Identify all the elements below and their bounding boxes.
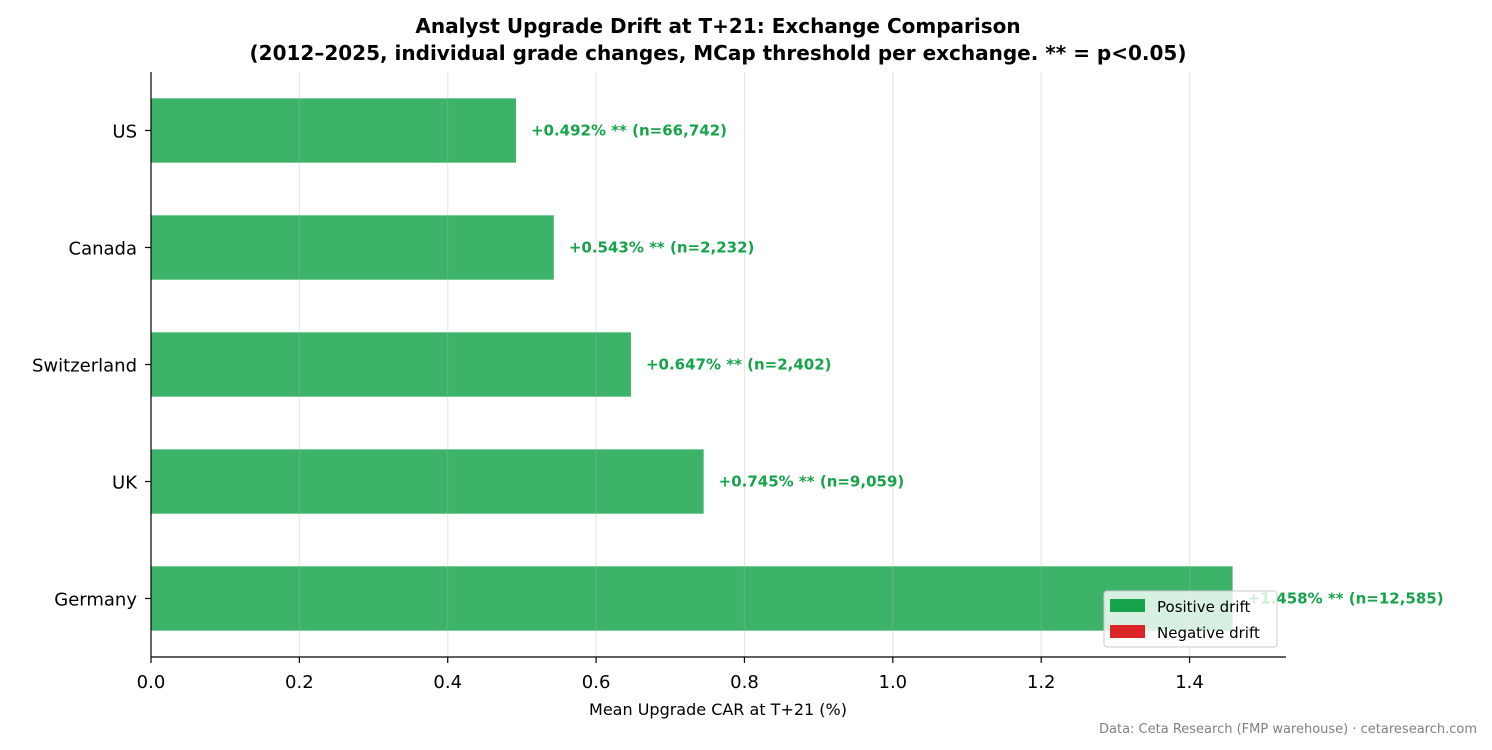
legend-label-negative: Negative drift xyxy=(1157,624,1260,642)
x-tick-label: 0.0 xyxy=(137,672,166,693)
x-axis-label: Mean Upgrade CAR at T+21 (%) xyxy=(589,700,847,719)
legend-swatch-negative xyxy=(1110,625,1145,638)
legend: Positive drift Negative drift xyxy=(1103,590,1278,648)
data-label-uk: +0.745% ** (n=9,059) xyxy=(719,473,905,491)
bar-germany xyxy=(151,566,1233,631)
x-tick-label: 0.2 xyxy=(285,672,314,693)
chart-subtitle: (2012–2025, individual grade changes, MC… xyxy=(250,41,1187,65)
x-ticks: 0.0 0.2 0.4 0.6 0.8 1.0 1.2 1.4 xyxy=(137,657,1204,693)
bar-uk xyxy=(151,449,704,514)
chart-title: Analyst Upgrade Drift at T+21: Exchange … xyxy=(415,14,1020,38)
bar-switzerland xyxy=(151,332,631,397)
data-label-us: +0.492% ** (n=66,742) xyxy=(531,122,727,140)
bar-canada xyxy=(151,215,554,280)
y-tick-label: Switzerland xyxy=(32,356,137,377)
data-labels: +0.492% ** (n=66,742) +0.543% ** (n=2,232… xyxy=(531,122,1444,608)
x-tick-label: 0.6 xyxy=(582,672,611,693)
x-tick-label: 1.4 xyxy=(1175,672,1204,693)
x-tick-label: 1.0 xyxy=(879,672,908,693)
legend-label-positive: Positive drift xyxy=(1157,598,1250,616)
data-label-switzerland: +0.647% ** (n=2,402) xyxy=(646,356,832,374)
legend-swatch-positive xyxy=(1110,599,1145,612)
y-tick-label: US xyxy=(112,122,137,143)
y-ticks: US Canada Switzerland UK Germany xyxy=(32,122,151,611)
gridlines xyxy=(298,72,1191,657)
data-label-canada: +0.543% ** (n=2,232) xyxy=(569,239,755,257)
x-tick-label: 0.4 xyxy=(433,672,462,693)
footer-source: Data: Ceta Research (FMP warehouse) · ce… xyxy=(1099,722,1477,737)
bar-us xyxy=(151,98,516,163)
x-tick-label: 0.8 xyxy=(730,672,759,693)
data-label-germany: +1.458% ** (n=12,585) xyxy=(1248,590,1444,608)
y-tick-label: Canada xyxy=(69,239,138,260)
y-tick-label: UK xyxy=(112,473,138,494)
legend-box xyxy=(1103,590,1278,648)
bars xyxy=(151,98,1233,631)
y-tick-label: Germany xyxy=(54,590,137,611)
x-tick-label: 1.2 xyxy=(1027,672,1056,693)
